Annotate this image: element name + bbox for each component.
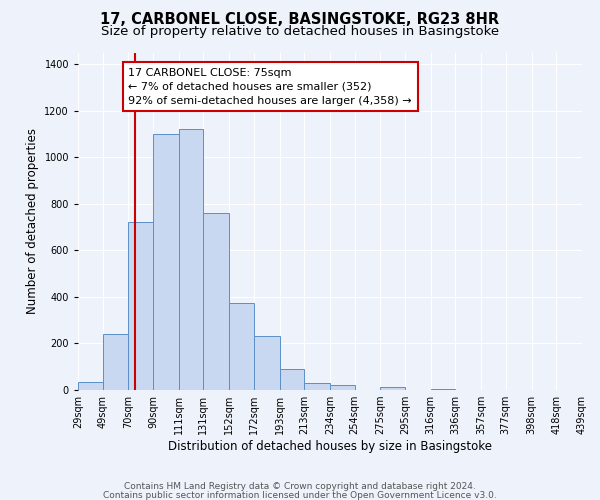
- Text: Contains HM Land Registry data © Crown copyright and database right 2024.: Contains HM Land Registry data © Crown c…: [124, 482, 476, 491]
- Y-axis label: Number of detached properties: Number of detached properties: [26, 128, 39, 314]
- Bar: [380, 386, 405, 390]
- Bar: [280, 369, 304, 390]
- Text: 17, CARBONEL CLOSE, BASINGSTOKE, RG23 8HR: 17, CARBONEL CLOSE, BASINGSTOKE, RG23 8H…: [100, 12, 500, 28]
- Bar: [304, 383, 330, 390]
- Text: 17 CARBONEL CLOSE: 75sqm
← 7% of detached houses are smaller (352)
92% of semi-d: 17 CARBONEL CLOSE: 75sqm ← 7% of detache…: [128, 68, 412, 106]
- Bar: [431, 389, 455, 390]
- Bar: [128, 222, 153, 390]
- Bar: [153, 134, 179, 390]
- Text: Contains public sector information licensed under the Open Government Licence v3: Contains public sector information licen…: [103, 490, 497, 500]
- Bar: [179, 130, 203, 390]
- Bar: [254, 336, 280, 390]
- Bar: [330, 386, 355, 390]
- Text: Size of property relative to detached houses in Basingstoke: Size of property relative to detached ho…: [101, 25, 499, 38]
- Bar: [78, 382, 103, 390]
- X-axis label: Distribution of detached houses by size in Basingstoke: Distribution of detached houses by size …: [168, 440, 492, 453]
- Bar: [203, 213, 229, 390]
- Bar: [229, 302, 254, 390]
- Bar: [103, 334, 128, 390]
